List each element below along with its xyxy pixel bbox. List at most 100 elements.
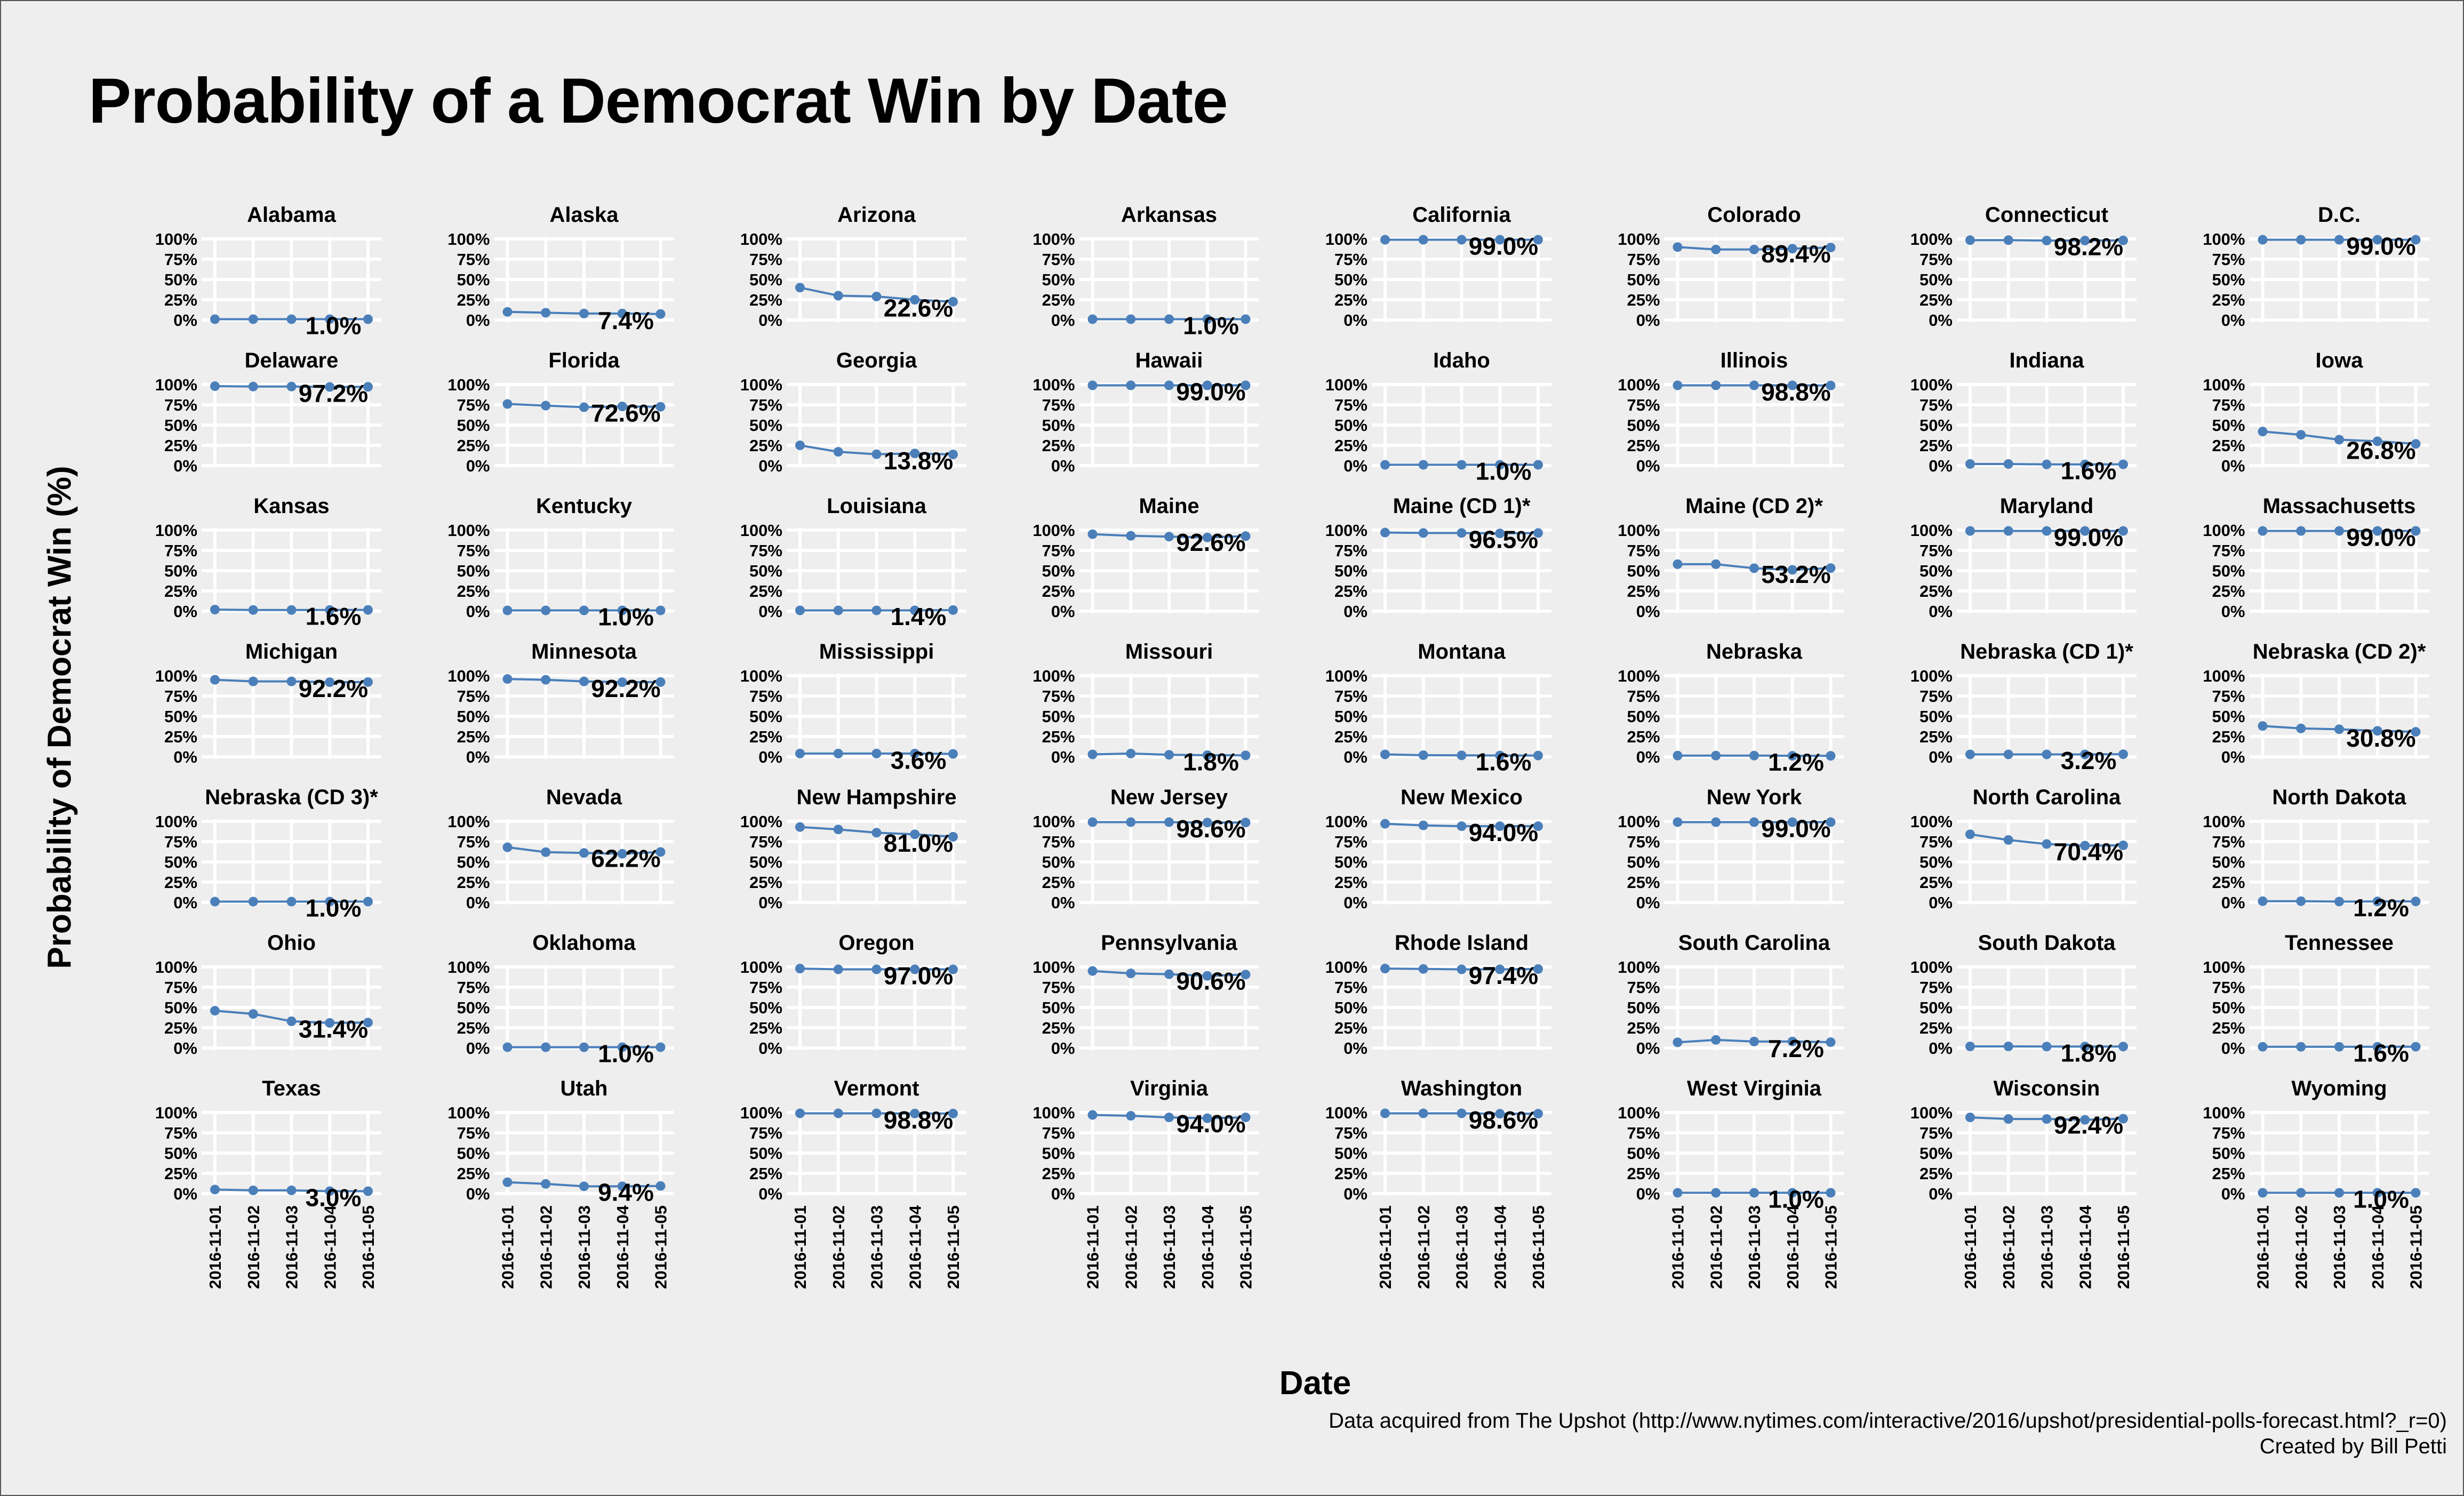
x-tick-label: 2016-11-02 (829, 1205, 848, 1289)
data-point (948, 450, 958, 460)
data-point (1087, 314, 1098, 324)
panel-title: Wyoming (2291, 1077, 2387, 1100)
value-label: 1.0% (306, 894, 362, 922)
y-tick-label: 100% (1618, 230, 1660, 249)
data-point (248, 1009, 258, 1019)
y-tick-label: 75% (1334, 1124, 1367, 1142)
y-tick-label: 100% (1033, 375, 1075, 394)
y-tick-label: 25% (1627, 436, 1660, 455)
facet-panel: Texas 0% 25%50% 75% 100% 3.0% 2016-11-01 2016-1… (155, 1077, 381, 1289)
y-tick-label: 50% (749, 270, 782, 289)
y-tick-label: 100% (155, 375, 197, 394)
data-point (948, 749, 958, 759)
x-tick-label: 2016-11-02 (1414, 1205, 1433, 1289)
data-point (2080, 1115, 2090, 1125)
panel-title: South Carolina (1678, 931, 1830, 955)
data-point (541, 1042, 551, 1052)
y-tick-label: 25% (164, 873, 197, 892)
value-label: 1.8% (2061, 1039, 2117, 1067)
y-tick-label: 100% (1910, 1103, 1953, 1122)
x-tick-label: 2016-11-01 (1669, 1205, 1687, 1289)
y-tick-label: 0% (1636, 311, 1660, 330)
y-tick-label: 25% (1042, 727, 1075, 746)
data-point (363, 382, 373, 392)
data-point (325, 605, 335, 615)
x-tick-label: 2016-11-03 (2330, 1205, 2349, 1289)
panel-title: New Hampshire (796, 786, 956, 809)
x-tick-label: 2016-11-01 (1084, 1205, 1102, 1289)
value-label: 26.8% (2346, 436, 2415, 464)
data-point (2334, 526, 2344, 536)
data-point (363, 1186, 373, 1196)
data-point (1087, 966, 1098, 976)
data-point (1241, 1113, 1251, 1123)
data-point (2411, 727, 2421, 737)
y-tick-label: 75% (2212, 396, 2245, 414)
y-tick-label: 75% (1627, 687, 1660, 706)
data-point (1380, 1108, 1390, 1118)
panel-title: Maine (CD 1)* (1393, 494, 1531, 518)
value-label: 72.6% (591, 399, 660, 427)
data-point (363, 677, 373, 687)
panel-title: New Jersey (1110, 786, 1228, 809)
y-tick-label: 0% (1051, 748, 1075, 766)
y-tick-label: 25% (1627, 1019, 1660, 1037)
data-point (1164, 380, 1174, 390)
data-point (2118, 526, 2128, 536)
y-tick-label: 25% (457, 727, 490, 746)
data-point (2411, 235, 2421, 245)
data-point (286, 381, 297, 391)
y-tick-label: 50% (2212, 270, 2245, 289)
x-tick-label: 2016-11-01 (2254, 1205, 2273, 1289)
data-point (325, 1018, 335, 1028)
y-tick-label: 50% (164, 1144, 197, 1163)
value-label: 1.2% (1768, 748, 1824, 776)
value-label: 92.2% (591, 675, 660, 702)
y-tick-label: 0% (1051, 457, 1075, 475)
data-point (2118, 749, 2128, 759)
y-tick-label: 50% (164, 562, 197, 580)
panel-title: Nebraska (CD 3)* (205, 786, 378, 809)
panel-title: Arizona (837, 203, 916, 227)
data-point (1241, 818, 1251, 828)
y-tick-label: 75% (1334, 541, 1367, 560)
data-point (579, 848, 589, 858)
y-tick-label: 25% (1334, 291, 1367, 309)
x-tick-label: 2016-11-05 (944, 1205, 963, 1289)
data-point (871, 449, 882, 459)
y-tick-label: 100% (1618, 958, 1660, 977)
y-tick-label: 0% (1929, 602, 1953, 621)
x-tick-label: 2016-11-04 (1783, 1205, 1802, 1289)
data-point (579, 1042, 589, 1052)
y-tick-label: 100% (1033, 958, 1075, 977)
panel-title: Pennsylvania (1101, 931, 1237, 955)
y-tick-label: 0% (1051, 1185, 1075, 1203)
facet-panel: Nevada 0%25% 50% 75% 100% 62.2% (447, 786, 674, 912)
facet-panel: Montana 0% 25%50%75% 100% 1.6% (1325, 640, 1551, 776)
data-point (1749, 817, 1759, 827)
data-point (2411, 897, 2421, 907)
data-point (1241, 314, 1251, 324)
data-point (2334, 897, 2344, 907)
data-point (1965, 1113, 1975, 1123)
y-tick-label: 50% (2212, 998, 2245, 1017)
y-tick-label: 75% (1627, 250, 1660, 269)
y-tick-label: 50% (1042, 270, 1075, 289)
facet-panel: Delaware 0% 25%50% 75% 100% 97.2% (155, 349, 381, 475)
value-label: 53.2% (1761, 561, 1830, 588)
data-point (1826, 563, 1836, 573)
y-tick-label: 75% (2212, 1124, 2245, 1142)
data-point (2411, 439, 2421, 449)
y-tick-label: 50% (457, 416, 490, 435)
panel-title: North Dakota (2272, 786, 2406, 809)
y-tick-label: 50% (749, 562, 782, 580)
value-label: 3.0% (306, 1183, 362, 1211)
facet-panel: Oregon 0% 25% 50%75%100% 97.0% (740, 931, 966, 1058)
value-label: 94.0% (1176, 1110, 1245, 1138)
data-point (502, 605, 513, 615)
data-point (286, 897, 297, 907)
y-tick-label: 75% (2212, 250, 2245, 269)
x-tick-label: 2016-11-04 (906, 1205, 924, 1289)
data-point (655, 677, 666, 687)
y-tick-label: 25% (749, 291, 782, 309)
